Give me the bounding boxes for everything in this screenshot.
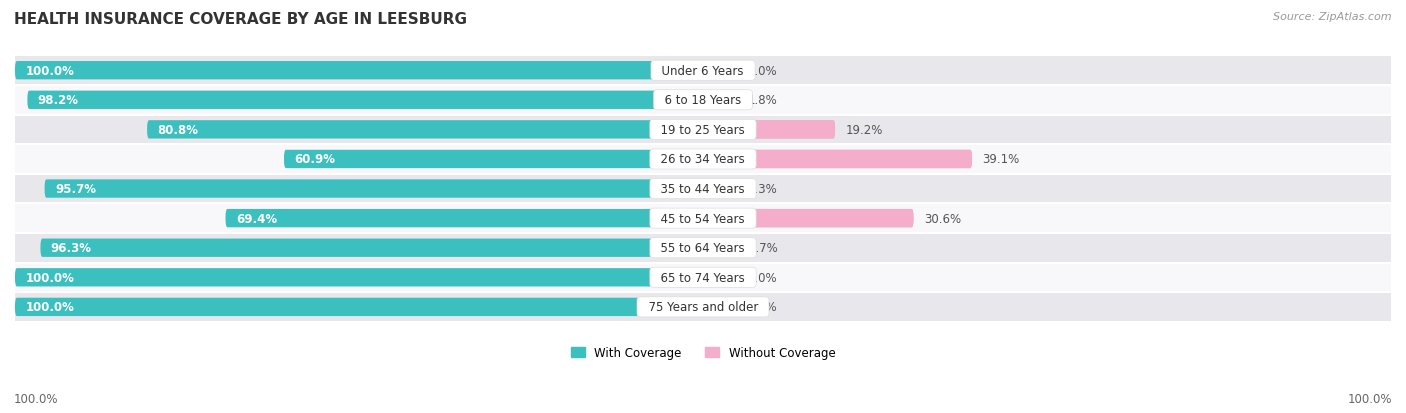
FancyBboxPatch shape: [703, 239, 737, 257]
Legend: With Coverage, Without Coverage: With Coverage, Without Coverage: [565, 342, 841, 364]
FancyBboxPatch shape: [703, 180, 737, 198]
Text: 19 to 25 Years: 19 to 25 Years: [654, 123, 752, 137]
Text: 100.0%: 100.0%: [25, 64, 75, 78]
Text: 0.0%: 0.0%: [748, 301, 778, 313]
Text: 0.0%: 0.0%: [748, 64, 778, 78]
FancyBboxPatch shape: [41, 239, 703, 257]
Text: 3.7%: 3.7%: [748, 242, 778, 254]
Text: 0.0%: 0.0%: [748, 271, 778, 284]
FancyBboxPatch shape: [703, 121, 835, 139]
Text: 75 Years and older: 75 Years and older: [641, 301, 765, 313]
Text: Source: ZipAtlas.com: Source: ZipAtlas.com: [1274, 12, 1392, 22]
Text: 69.4%: 69.4%: [236, 212, 277, 225]
Text: 60.9%: 60.9%: [294, 153, 335, 166]
Bar: [15, 292, 1391, 322]
FancyBboxPatch shape: [703, 62, 737, 80]
FancyBboxPatch shape: [703, 180, 733, 198]
Text: 100.0%: 100.0%: [1347, 392, 1392, 405]
FancyBboxPatch shape: [703, 298, 737, 316]
FancyBboxPatch shape: [703, 91, 716, 110]
FancyBboxPatch shape: [703, 121, 835, 139]
FancyBboxPatch shape: [148, 121, 703, 139]
Text: 100.0%: 100.0%: [25, 301, 75, 313]
Bar: [15, 233, 1391, 263]
Text: 30.6%: 30.6%: [924, 212, 960, 225]
FancyBboxPatch shape: [27, 91, 703, 110]
Text: 100.0%: 100.0%: [25, 271, 75, 284]
Text: 26 to 34 Years: 26 to 34 Years: [654, 153, 752, 166]
FancyBboxPatch shape: [703, 209, 914, 228]
FancyBboxPatch shape: [284, 150, 703, 169]
FancyBboxPatch shape: [703, 239, 728, 257]
Bar: [15, 145, 1391, 174]
FancyBboxPatch shape: [45, 180, 703, 198]
Bar: [15, 174, 1391, 204]
FancyBboxPatch shape: [703, 209, 914, 228]
FancyBboxPatch shape: [703, 150, 972, 169]
Text: 65 to 74 Years: 65 to 74 Years: [654, 271, 752, 284]
Bar: [15, 86, 1391, 115]
Text: 4.3%: 4.3%: [748, 183, 778, 196]
Text: 6 to 18 Years: 6 to 18 Years: [657, 94, 749, 107]
Text: 1.8%: 1.8%: [748, 94, 778, 107]
FancyBboxPatch shape: [15, 268, 703, 287]
Bar: [15, 56, 1391, 86]
Text: 80.8%: 80.8%: [157, 123, 198, 137]
Bar: [15, 115, 1391, 145]
FancyBboxPatch shape: [703, 91, 737, 110]
Text: 45 to 54 Years: 45 to 54 Years: [654, 212, 752, 225]
Text: Under 6 Years: Under 6 Years: [655, 64, 751, 78]
Text: 55 to 64 Years: 55 to 64 Years: [654, 242, 752, 254]
Bar: [15, 263, 1391, 292]
Bar: [15, 204, 1391, 233]
Text: 39.1%: 39.1%: [983, 153, 1019, 166]
Text: 100.0%: 100.0%: [14, 392, 59, 405]
FancyBboxPatch shape: [703, 268, 737, 287]
FancyBboxPatch shape: [703, 150, 972, 169]
Text: 96.3%: 96.3%: [51, 242, 91, 254]
FancyBboxPatch shape: [15, 62, 703, 80]
Text: 19.2%: 19.2%: [845, 123, 883, 137]
FancyBboxPatch shape: [225, 209, 703, 228]
Text: 35 to 44 Years: 35 to 44 Years: [654, 183, 752, 196]
Text: 98.2%: 98.2%: [38, 94, 79, 107]
FancyBboxPatch shape: [15, 298, 703, 316]
Text: 95.7%: 95.7%: [55, 183, 96, 196]
Text: HEALTH INSURANCE COVERAGE BY AGE IN LEESBURG: HEALTH INSURANCE COVERAGE BY AGE IN LEES…: [14, 12, 467, 27]
